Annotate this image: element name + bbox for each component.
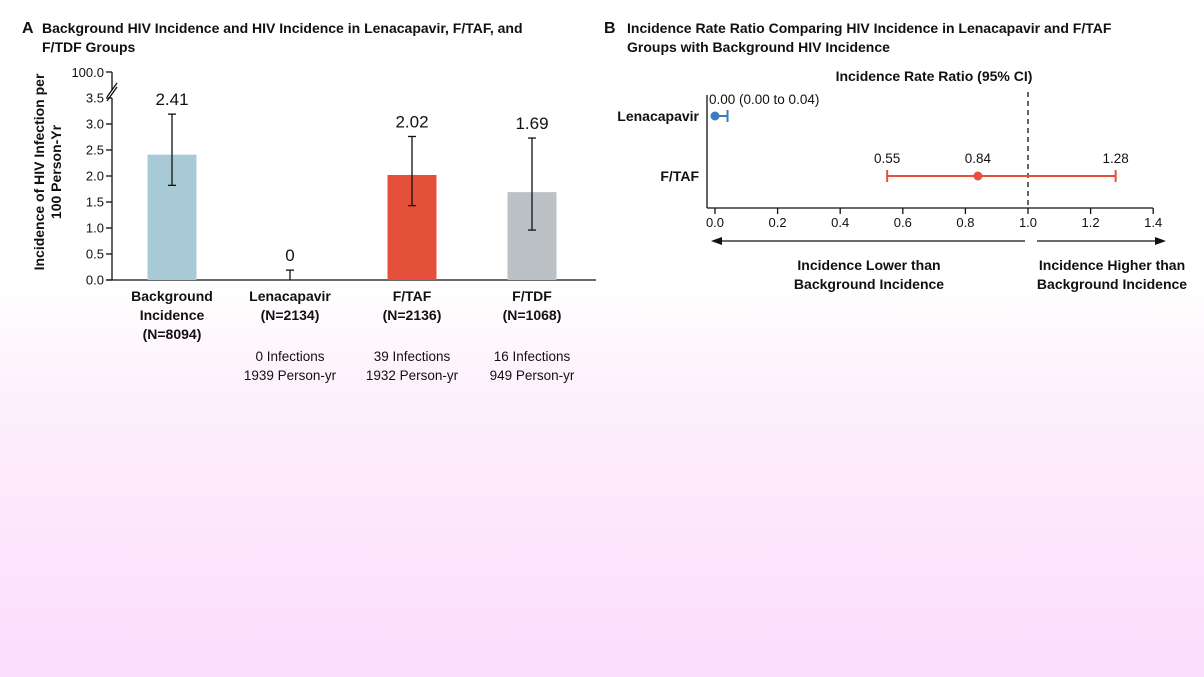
direction-label-higher: Incidence Higher than bbox=[1039, 257, 1185, 273]
panel-a-title: F/TDF Groups bbox=[42, 39, 136, 55]
category-label: Incidence bbox=[140, 307, 205, 323]
x-axis-title: Incidence Rate Ratio (95% CI) bbox=[836, 68, 1033, 84]
x-tick-label: 0.0 bbox=[706, 215, 724, 230]
y-axis-label: 100 Person-Yr bbox=[48, 124, 64, 219]
x-tick-label: 1.4 bbox=[1144, 215, 1162, 230]
category-label: Lenacapavir bbox=[249, 288, 331, 304]
category-label: (N=1068) bbox=[503, 307, 562, 323]
direction-label-higher: Background Incidence bbox=[1037, 276, 1187, 292]
arrow-head-right bbox=[1155, 237, 1166, 245]
bar-value-label: 0 bbox=[285, 246, 294, 265]
category-detail: 16 Infections bbox=[494, 349, 571, 364]
x-tick-label: 0.4 bbox=[831, 215, 849, 230]
y-tick-label: 3.0 bbox=[86, 117, 104, 132]
category-detail: 1932 Person-yr bbox=[366, 368, 459, 383]
row-label: F/TAF bbox=[660, 168, 699, 184]
bar-value-label: 2.02 bbox=[395, 112, 428, 131]
direction-label-lower: Incidence Lower than bbox=[797, 257, 940, 273]
panel-b-title: Incidence Rate Ratio Comparing HIV Incid… bbox=[627, 20, 1112, 36]
bar-value-label: 1.69 bbox=[515, 114, 548, 133]
category-detail: 39 Infections bbox=[374, 349, 451, 364]
x-tick-label: 0.6 bbox=[894, 215, 912, 230]
panel-label-a: A bbox=[22, 20, 34, 37]
estimate-label: 0.84 bbox=[965, 151, 992, 166]
y-tick-label: 1.5 bbox=[86, 195, 104, 210]
y-axis-label: Incidence of HIV Infection per bbox=[31, 73, 47, 270]
axis-break-mark bbox=[106, 82, 118, 98]
estimate-label: 1.28 bbox=[1102, 151, 1128, 166]
category-detail: 1939 Person-yr bbox=[244, 368, 337, 383]
arrow-head-left bbox=[711, 237, 722, 245]
category-detail: 949 Person-yr bbox=[490, 368, 575, 383]
point-estimate bbox=[973, 171, 983, 181]
category-label: (N=2134) bbox=[261, 307, 320, 323]
estimate-label: 0.55 bbox=[874, 151, 900, 166]
panel-b-title: Groups with Background HIV Incidence bbox=[627, 39, 890, 55]
panel-label-b: B bbox=[604, 20, 616, 37]
category-label: (N=2136) bbox=[383, 307, 442, 323]
y-tick-label: 100.0 bbox=[71, 65, 104, 80]
y-tick-label: 0.0 bbox=[86, 273, 104, 288]
x-tick-label: 1.2 bbox=[1082, 215, 1100, 230]
category-label: F/TDF bbox=[512, 288, 552, 304]
category-label: Background bbox=[131, 288, 213, 304]
category-detail: 0 Infections bbox=[255, 349, 324, 364]
direction-label-lower: Background Incidence bbox=[794, 276, 944, 292]
estimate-annotation: 0.00 (0.00 to 0.04) bbox=[709, 92, 819, 107]
category-label: F/TAF bbox=[393, 288, 432, 304]
y-tick-label: 1.0 bbox=[86, 221, 104, 236]
y-tick-label: 2.0 bbox=[86, 169, 104, 184]
row-label: Lenacapavir bbox=[617, 108, 699, 124]
x-tick-label: 0.2 bbox=[769, 215, 787, 230]
y-tick-label: 0.5 bbox=[86, 247, 104, 262]
y-tick-label: 2.5 bbox=[86, 143, 104, 158]
point-estimate bbox=[710, 111, 720, 121]
axis-break-mark bbox=[106, 86, 118, 102]
panel-a-title: Background HIV Incidence and HIV Inciden… bbox=[42, 20, 523, 36]
y-tick-label: 3.5 bbox=[86, 91, 104, 106]
bar-value-label: 2.41 bbox=[155, 90, 188, 109]
x-tick-label: 1.0 bbox=[1019, 215, 1037, 230]
x-tick-label: 0.8 bbox=[956, 215, 974, 230]
category-label: (N=8094) bbox=[143, 326, 202, 342]
